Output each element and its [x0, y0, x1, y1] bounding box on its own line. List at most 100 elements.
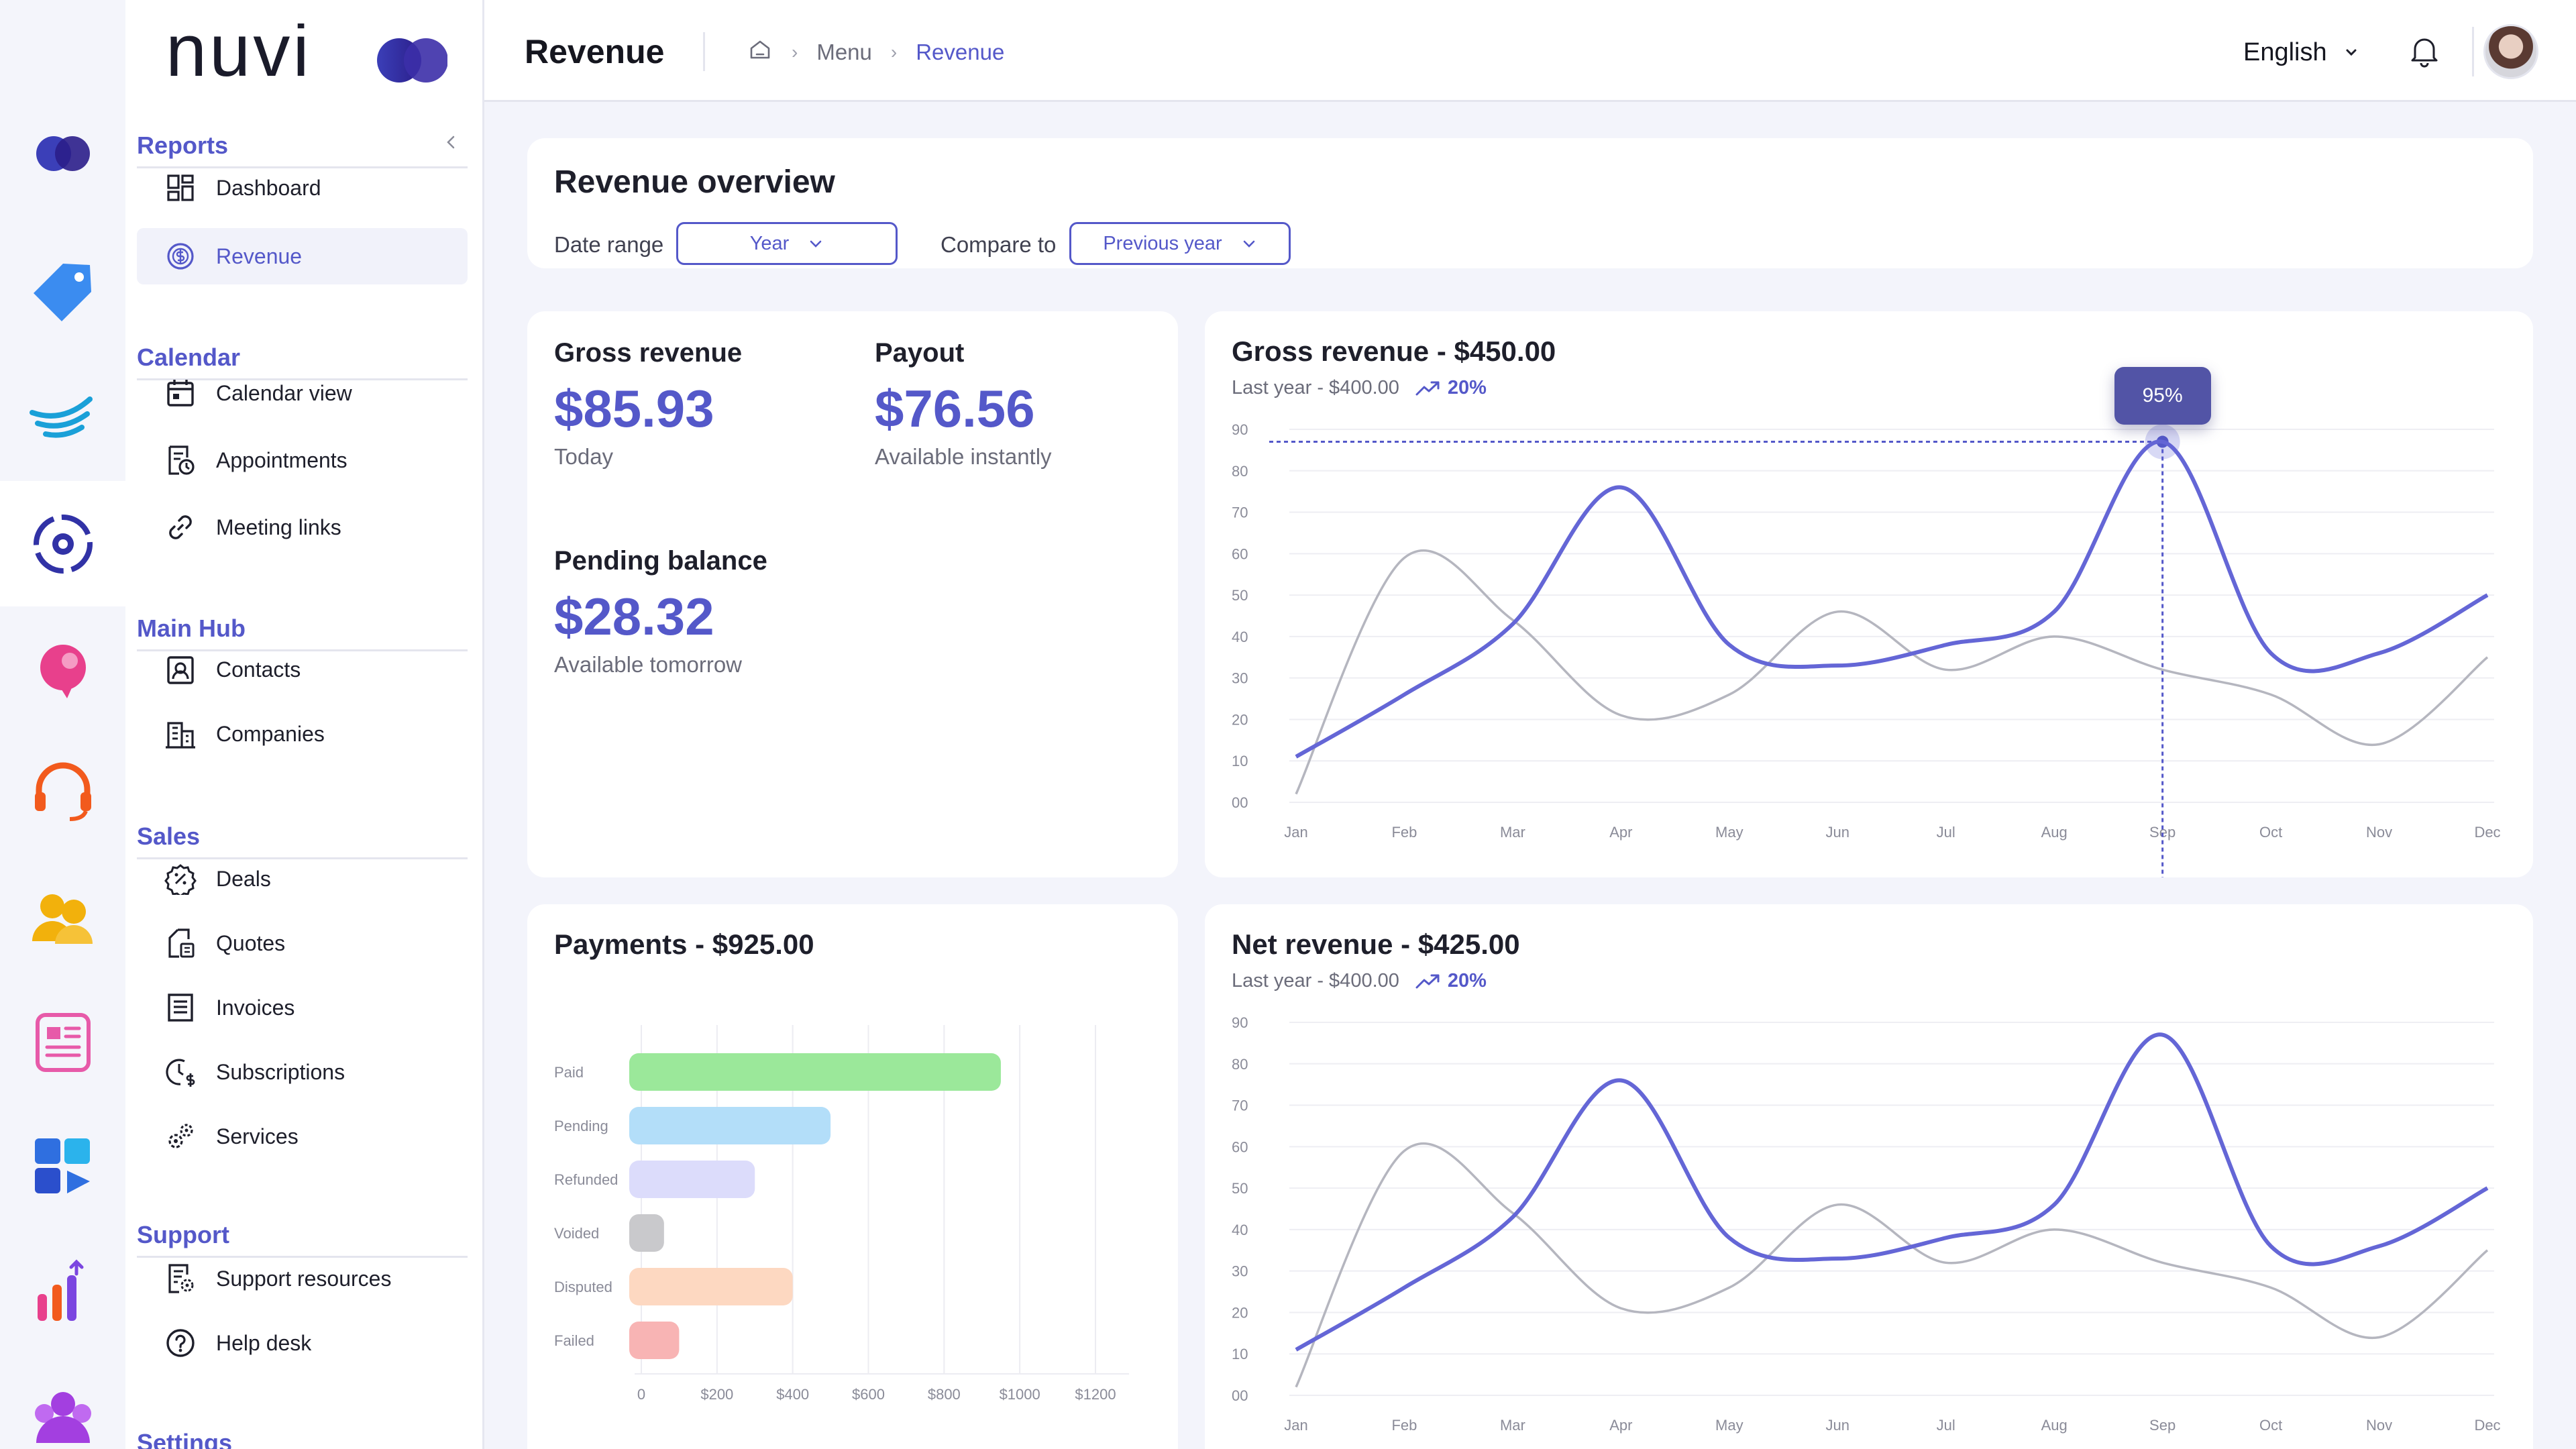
x-tick-label: Nov — [2366, 1417, 2392, 1434]
pending-balance-value: $28.32 — [554, 587, 714, 646]
compare-select[interactable]: Previous year — [1069, 222, 1291, 265]
breadcrumb-menu[interactable]: Menu — [816, 40, 872, 64]
trending-up-icon — [1415, 974, 1440, 988]
category-label: Disputed — [554, 1279, 612, 1295]
menu-item-subscriptions[interactable]: Subscriptions — [137, 1044, 468, 1100]
menu-item-revenue[interactable]: Revenue — [137, 228, 468, 284]
gross-revenue-sub: Today — [554, 444, 614, 469]
x-tick-label: Apr — [1609, 1417, 1632, 1434]
menu-item-services[interactable]: Services — [137, 1108, 468, 1165]
top-bar: Revenue › Menu › Revenue English — [484, 0, 2576, 102]
language-label: English — [2243, 38, 2327, 66]
rail-item-infinity-logo[interactable] — [0, 91, 125, 216]
bar-failed — [629, 1322, 680, 1359]
bar-paid — [629, 1053, 1001, 1091]
x-tick-label: Apr — [1609, 824, 1632, 841]
payout-label: Payout — [875, 338, 965, 368]
menu-item-invoices[interactable]: Invoices — [137, 979, 468, 1036]
category-label: Paid — [554, 1064, 584, 1081]
menu-item-label: Dashboard — [216, 175, 321, 200]
speed-lines-icon — [29, 396, 93, 438]
link-icon — [164, 511, 197, 544]
x-tick-label: Jul — [1937, 1417, 1955, 1434]
x-tick-label: Dec — [2474, 1417, 2500, 1434]
language-selector[interactable]: English — [2243, 34, 2359, 71]
compare-label: Compare to — [941, 232, 1057, 257]
y-tick-label: 90 — [1232, 1014, 1248, 1031]
x-tick-label: Sep — [2149, 1417, 2176, 1434]
x-tick-label: Mar — [1500, 1417, 1525, 1434]
gross-revenue-value: $85.93 — [554, 379, 714, 438]
date-range-select[interactable]: Year — [676, 222, 898, 265]
menu-section-reports: Reports — [137, 131, 229, 159]
menu-section-settings: Settings — [137, 1429, 233, 1449]
menu-item-contacts[interactable]: Contacts — [137, 641, 468, 698]
rail-item-chat-bubble[interactable] — [0, 607, 125, 733]
trend-value: 20% — [1447, 970, 1487, 991]
rail-item-gear-circle[interactable] — [0, 481, 125, 606]
rail-item-bar-chart[interactable] — [0, 1230, 125, 1355]
y-tick-label: 60 — [1232, 1138, 1248, 1155]
menu-item-quotes[interactable]: Quotes — [137, 915, 468, 971]
news-icon — [35, 1012, 91, 1072]
y-tick-label: 70 — [1232, 504, 1248, 521]
menu-item-calendar-view[interactable]: Calendar view — [137, 365, 468, 421]
rail-item-users[interactable] — [0, 854, 125, 979]
rail-item-tag[interactable] — [0, 229, 125, 354]
divider — [2472, 27, 2474, 76]
y-tick-label: 60 — [1232, 545, 1248, 562]
menu-item-label: Calendar view — [216, 380, 352, 405]
last-year-value: Last year - $400.00 — [1232, 970, 1399, 991]
rail-item-speed-lines[interactable] — [0, 354, 125, 479]
menu-item-label: Companies — [216, 721, 325, 746]
x-tick-label: Dec — [2474, 824, 2500, 841]
x-tick-label: $600 — [852, 1386, 885, 1403]
home-icon[interactable] — [747, 37, 773, 68]
x-tick-label: Feb — [1391, 824, 1417, 841]
menu-item-label: Services — [216, 1124, 299, 1148]
series-previous-year-line — [1295, 549, 2489, 795]
chevron-down-icon — [2346, 49, 2357, 56]
user-avatar[interactable] — [2483, 24, 2538, 79]
contact-card-icon — [164, 653, 197, 686]
chart-tooltip: 95% — [2114, 366, 2211, 425]
x-tick-label: $1200 — [1075, 1386, 1116, 1403]
menu-item-label: Subscriptions — [216, 1059, 345, 1084]
help-circle-icon — [164, 1326, 197, 1360]
menu-item-meeting-links[interactable]: Meeting links — [137, 499, 468, 555]
menu-item-help-desk[interactable]: Help desk — [137, 1315, 468, 1371]
menu-item-deals[interactable]: Deals — [137, 851, 468, 907]
rail-item-news[interactable] — [0, 979, 125, 1104]
menu-divider — [137, 166, 468, 168]
menu-divider — [137, 1256, 468, 1258]
net-revenue-card: Net revenue - $425.00 Last year - $400.0… — [1205, 904, 2533, 1449]
payout-sub: Available instantly — [875, 444, 1052, 469]
menu-item-support-resources[interactable]: Support resources — [137, 1250, 468, 1307]
y-tick-label: 00 — [1232, 794, 1248, 811]
appointment-icon — [164, 443, 197, 477]
rail-item-group[interactable] — [0, 1353, 125, 1449]
menu-item-dashboard[interactable]: Dashboard — [137, 160, 468, 216]
bell-icon — [2411, 38, 2438, 68]
x-tick-label: Feb — [1391, 1417, 1417, 1434]
series-current-year-line — [1295, 439, 2489, 759]
x-tick-label: $200 — [700, 1386, 733, 1403]
category-label: Pending — [554, 1118, 608, 1134]
y-tick-label: 80 — [1232, 463, 1248, 480]
rail-item-apps-grid[interactable] — [0, 1104, 125, 1229]
breadcrumb-separator: › — [890, 42, 898, 62]
x-tick-label: May — [1715, 824, 1743, 841]
rail-item-headset[interactable] — [0, 729, 125, 855]
category-label: Voided — [554, 1225, 599, 1242]
apps-grid-icon — [34, 1138, 90, 1193]
revenue-summary-card: Gross revenue $85.93 Today Payout $76.56… — [527, 311, 1178, 877]
notifications-button[interactable] — [2404, 31, 2445, 71]
y-tick-label: 50 — [1232, 587, 1248, 604]
collapse-menu-button[interactable] — [438, 129, 465, 156]
menu-item-appointments[interactable]: Appointments — [137, 432, 468, 488]
menu-item-companies[interactable]: Companies — [137, 706, 468, 762]
x-tick-label: $800 — [928, 1386, 961, 1403]
payments-bar-chart: 0 $200 $400 $600 $800 $1000 $1200 Paid Pending Re… — [554, 1025, 1129, 1403]
payments-card: Payments - $925.00 0 $200 $400 $600 $800 $100… — [527, 904, 1178, 1449]
date-range-label: Date range — [554, 232, 664, 257]
